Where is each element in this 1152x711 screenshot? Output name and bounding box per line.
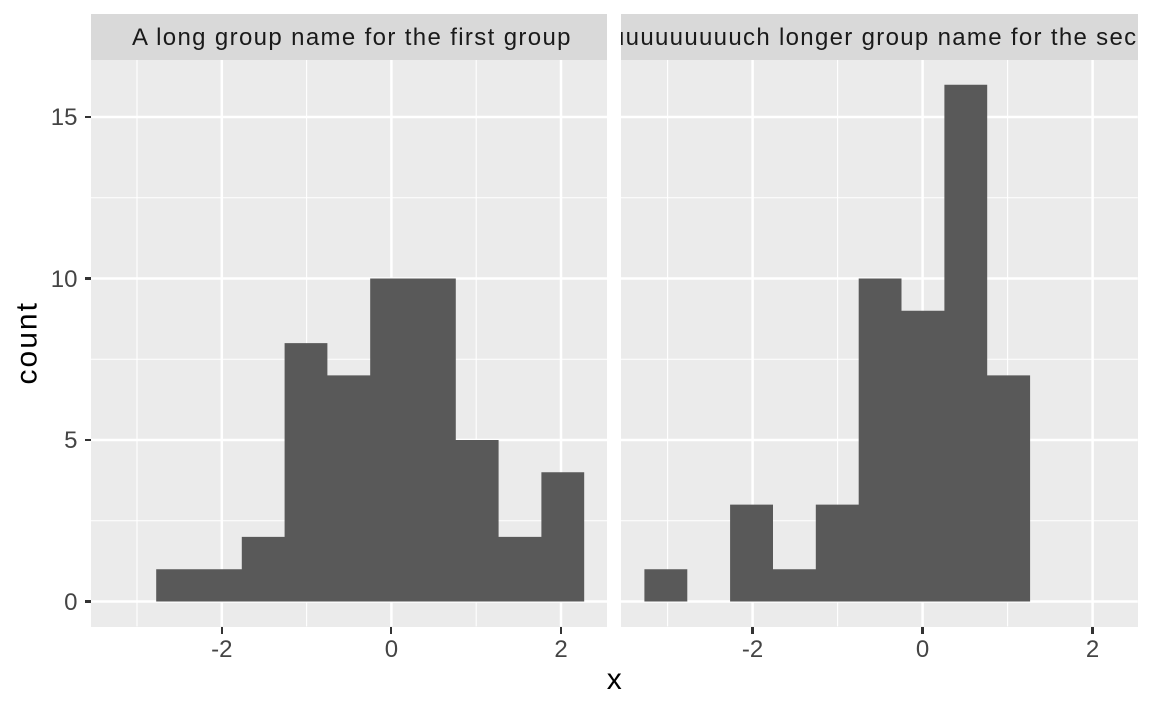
svg-text:count: count <box>11 301 44 384</box>
